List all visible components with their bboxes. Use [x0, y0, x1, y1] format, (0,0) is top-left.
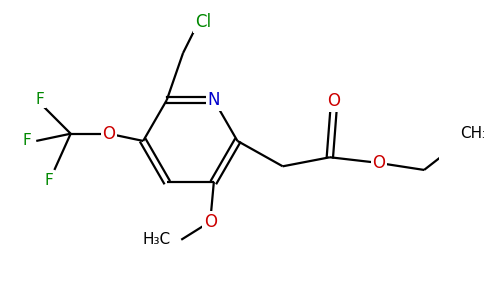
Text: H₃C: H₃C — [142, 232, 170, 247]
Text: O: O — [327, 92, 340, 110]
Text: F: F — [45, 173, 53, 188]
Text: O: O — [372, 154, 385, 172]
Text: Cl: Cl — [195, 13, 211, 31]
Text: F: F — [23, 134, 31, 148]
Text: CH₃: CH₃ — [460, 126, 484, 141]
Text: F: F — [35, 92, 44, 107]
Text: O: O — [204, 213, 217, 231]
Text: N: N — [208, 91, 220, 109]
Text: O: O — [102, 125, 115, 143]
